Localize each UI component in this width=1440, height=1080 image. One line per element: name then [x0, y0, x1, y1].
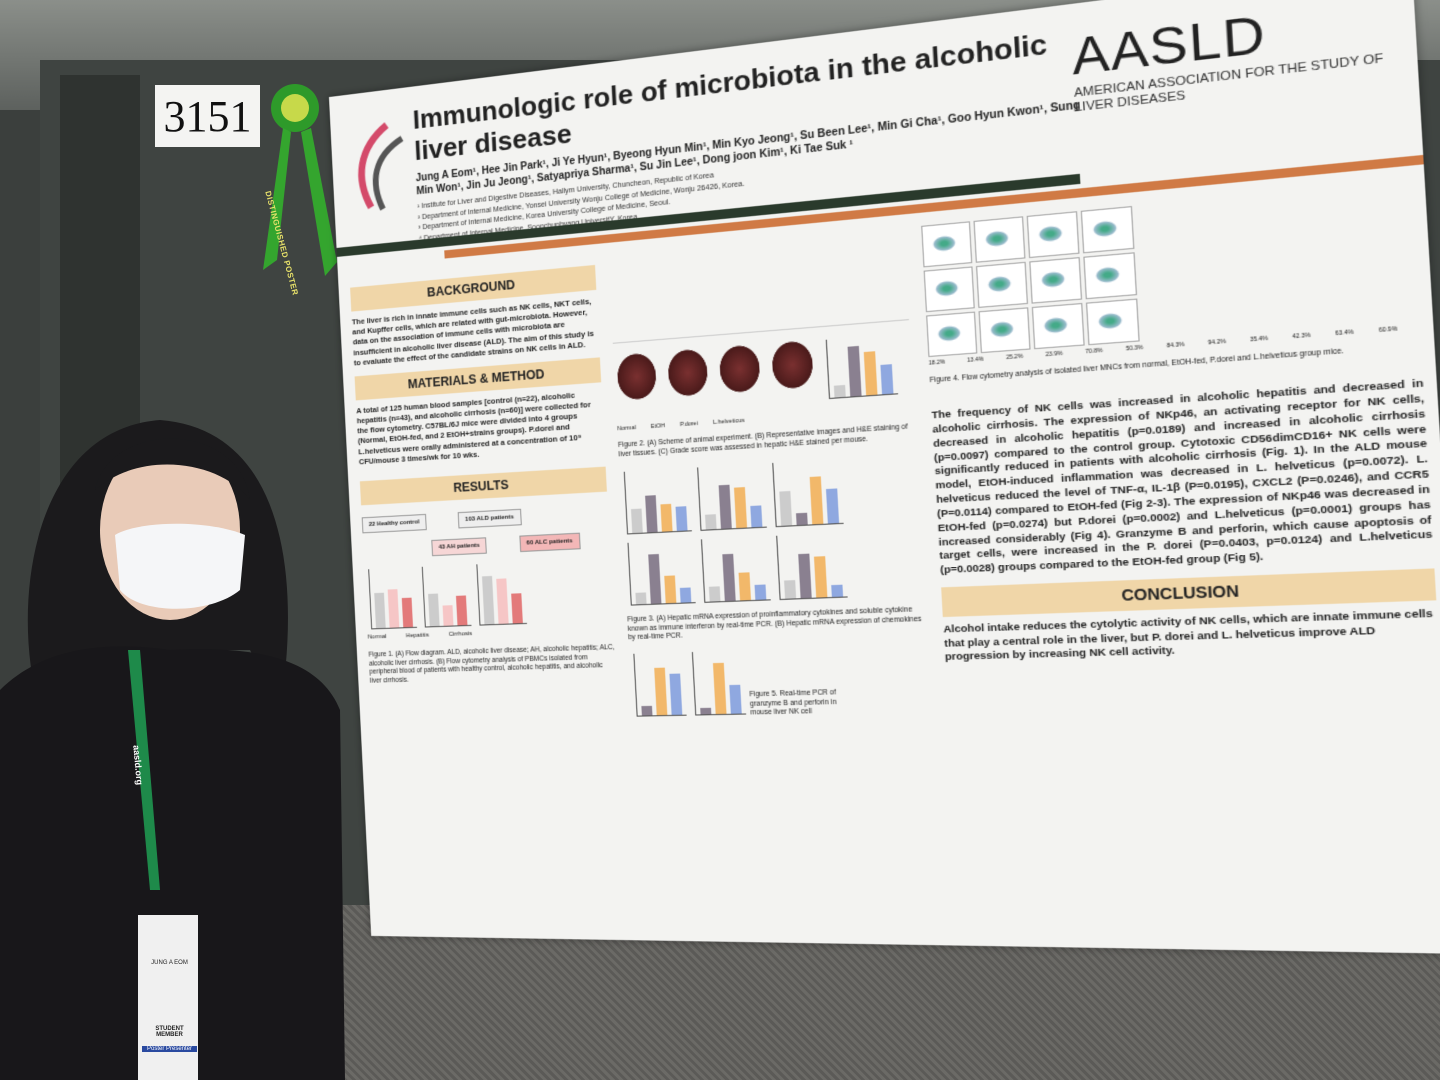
- percent-label: 13.4%: [967, 355, 1004, 365]
- research-poster: Immunologic role of microbiota in the al…: [329, 0, 1440, 954]
- badge-type: STUDENT MEMBER: [142, 1026, 197, 1038]
- flow-plot: [976, 262, 1028, 308]
- flow-box: 22 Healthy control: [362, 514, 427, 534]
- results-summary: The frequency of NK cells was increased …: [931, 377, 1434, 578]
- flow-plot: [1086, 299, 1140, 346]
- flow-plot: [926, 312, 977, 358]
- group-label: Cirrhosis: [449, 630, 473, 639]
- percent-label: 84.3%: [1166, 340, 1205, 351]
- group-label: EtOH: [651, 423, 666, 432]
- flow-box: 43 AH patients: [431, 537, 487, 556]
- percent-label: 18.2%: [929, 358, 966, 368]
- bar-chart: [368, 567, 417, 629]
- percent-label: 23.9%: [1045, 349, 1083, 359]
- flow-plot: [1029, 257, 1082, 304]
- methods-text: A total of 125 human blood samples [cont…: [356, 389, 605, 468]
- group-label: Hepatitis: [406, 632, 429, 641]
- flow-box: 103 ALD patients: [458, 509, 522, 529]
- group-label: P.dorei: [680, 421, 698, 430]
- bar-chart: [422, 565, 472, 628]
- bar-chart: [633, 652, 686, 716]
- group-label: Normal: [617, 425, 636, 434]
- percent-label: 50.3%: [1126, 343, 1165, 353]
- conclusion-text: Alcohol intake reduces the cytolytic act…: [943, 607, 1439, 666]
- flow-plot: [1027, 211, 1080, 258]
- bar-chart: [692, 650, 746, 715]
- group-label: L.helveticus: [713, 418, 745, 428]
- bar-chart: [701, 537, 771, 604]
- percent-label: 63.4%: [1335, 328, 1376, 339]
- bar-chart: [628, 540, 696, 606]
- fig5: Figure 5. Real-time PCR of granzyme B an…: [629, 640, 931, 720]
- bar-chart: [697, 464, 767, 531]
- flow-plot: [924, 266, 975, 312]
- flow-plot: [979, 307, 1031, 353]
- fig2-liver-images: [613, 329, 913, 418]
- percent-label: 94.2%: [1208, 337, 1248, 348]
- flow-plot: [921, 221, 972, 267]
- fig1b-charts: [364, 554, 614, 633]
- aasld-logo: AASLD AMERICAN ASSOCIATION FOR THE STUDY…: [1070, 0, 1392, 116]
- flow-plot: [973, 216, 1025, 263]
- bar-chart: [624, 468, 692, 535]
- flow-box: 60 ALC patients: [519, 533, 581, 553]
- bar-chart: [476, 562, 527, 625]
- right-column: 18.2% 13.4% 25.2% 23.9% 70.8% 50.3% 84.3% 94.2%…: [921, 180, 1439, 666]
- fig3-caption: Figure 3. (A) Hepatic mRNA expression of…: [627, 606, 926, 643]
- grade-score-chart: [826, 334, 898, 399]
- booth-number: 3151: [155, 85, 260, 147]
- left-column: BACKGROUND The liver is rich in innate i…: [350, 257, 617, 686]
- percent-label: 25.2%: [1006, 352, 1043, 362]
- badge-footer: Poster Presenter: [142, 1046, 197, 1052]
- middle-column: Normal EtOH P.dorei L.helveticus Figure …: [608, 227, 931, 720]
- percent-label: 60.9%: [1379, 324, 1421, 335]
- fig3-charts: [619, 450, 920, 539]
- institution-logo: [348, 118, 411, 215]
- fig2-scheme: [608, 227, 909, 343]
- bar-chart: [776, 533, 848, 601]
- bar-chart: [772, 459, 843, 527]
- flow-plot: [1083, 252, 1137, 299]
- fig1-caption: Figure 1. (A) Flow diagram. ALD, alcohol…: [368, 644, 616, 686]
- name-badge: JUNG A EOM STUDENT MEMBER Poster Present…: [142, 930, 197, 1052]
- percent-label: 70.8%: [1085, 346, 1123, 356]
- flow-plot: [1081, 206, 1135, 253]
- fig5-caption: Figure 5. Real-time PCR of granzyme B an…: [749, 689, 839, 718]
- badge-name: JUNG A EOM: [142, 960, 197, 966]
- group-label: Normal: [368, 633, 387, 642]
- fig3b-charts: [623, 525, 924, 610]
- flow-plot: [1032, 303, 1085, 349]
- percent-label: 35.4%: [1250, 334, 1290, 345]
- percent-label: 42.3%: [1292, 331, 1333, 342]
